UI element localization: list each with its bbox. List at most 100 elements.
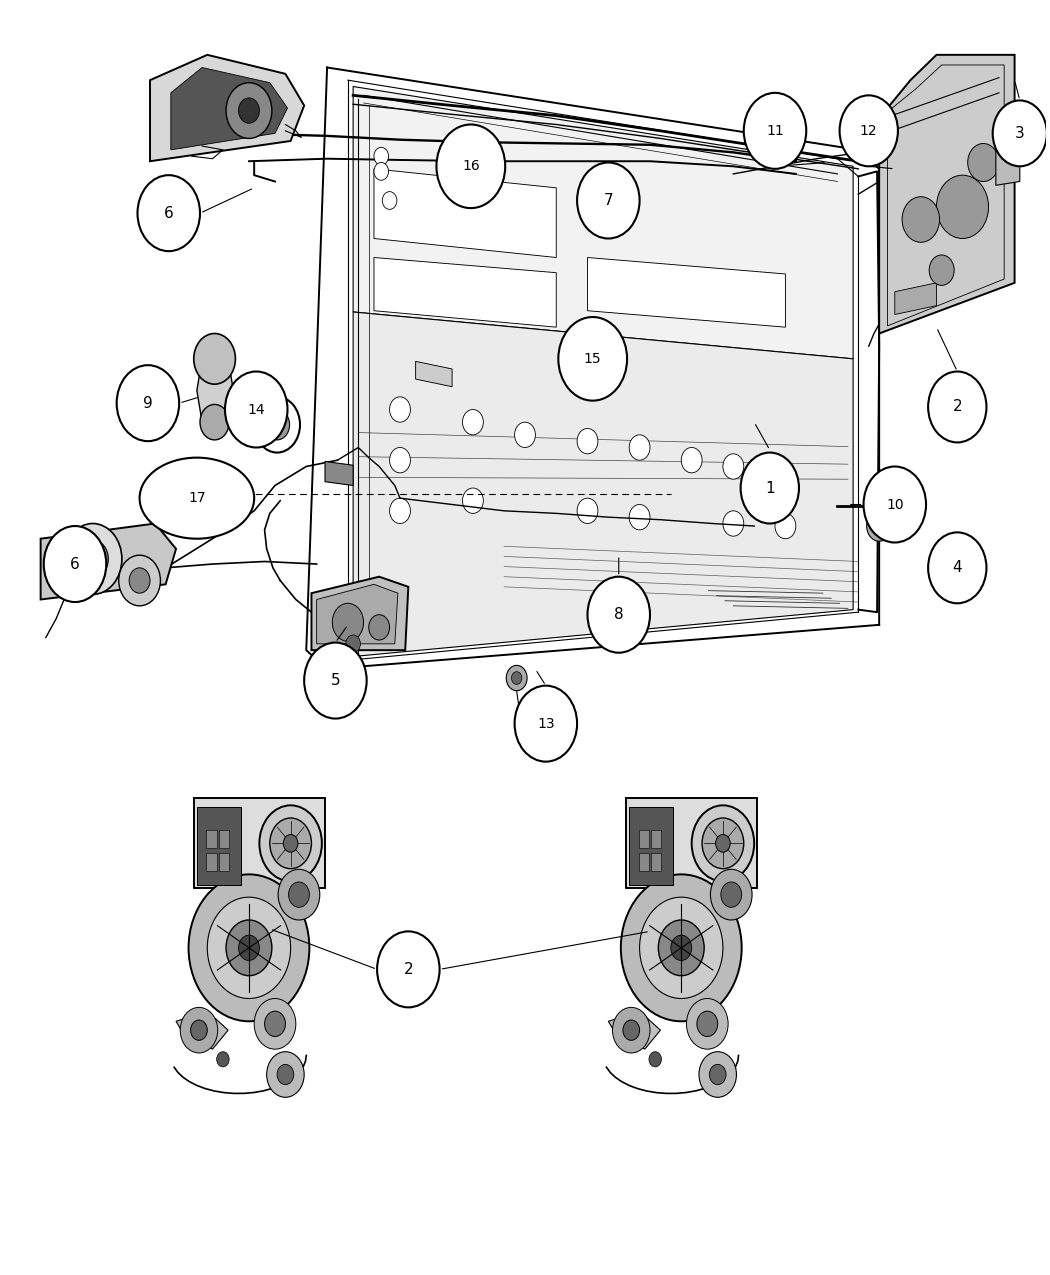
- Circle shape: [992, 101, 1047, 166]
- Text: 15: 15: [584, 352, 602, 366]
- Text: 6: 6: [164, 205, 173, 221]
- Circle shape: [191, 1020, 207, 1040]
- Circle shape: [254, 998, 296, 1049]
- Circle shape: [238, 98, 259, 124]
- Text: 5: 5: [331, 673, 340, 689]
- Polygon shape: [326, 462, 353, 486]
- FancyBboxPatch shape: [651, 830, 662, 848]
- Circle shape: [226, 921, 272, 975]
- Circle shape: [559, 317, 627, 400]
- Circle shape: [64, 524, 122, 594]
- Polygon shape: [196, 358, 233, 422]
- Circle shape: [775, 514, 796, 539]
- Circle shape: [138, 175, 200, 251]
- Circle shape: [265, 1011, 286, 1037]
- Circle shape: [278, 870, 320, 921]
- Text: 3: 3: [1015, 126, 1025, 140]
- Text: 12: 12: [860, 124, 878, 138]
- Polygon shape: [317, 584, 398, 644]
- FancyBboxPatch shape: [196, 807, 240, 885]
- Circle shape: [284, 834, 298, 852]
- Circle shape: [740, 453, 799, 524]
- Polygon shape: [588, 258, 785, 328]
- Circle shape: [687, 998, 728, 1049]
- Circle shape: [332, 603, 363, 641]
- Circle shape: [189, 875, 310, 1021]
- Circle shape: [588, 576, 650, 653]
- FancyBboxPatch shape: [194, 798, 326, 889]
- FancyBboxPatch shape: [638, 853, 649, 871]
- Circle shape: [374, 148, 388, 164]
- Circle shape: [697, 1011, 718, 1037]
- FancyBboxPatch shape: [629, 807, 673, 885]
- Circle shape: [514, 686, 578, 761]
- Circle shape: [119, 555, 161, 606]
- Circle shape: [277, 1065, 294, 1085]
- Text: 10: 10: [886, 497, 904, 511]
- Circle shape: [506, 666, 527, 691]
- Polygon shape: [353, 87, 853, 358]
- Circle shape: [722, 511, 743, 537]
- Circle shape: [711, 870, 752, 921]
- Circle shape: [928, 533, 986, 603]
- Circle shape: [681, 448, 702, 473]
- Circle shape: [194, 334, 235, 384]
- Circle shape: [382, 191, 397, 209]
- Circle shape: [929, 255, 954, 286]
- Polygon shape: [416, 361, 453, 386]
- Polygon shape: [312, 576, 408, 650]
- Circle shape: [44, 527, 106, 602]
- FancyBboxPatch shape: [638, 830, 649, 848]
- Circle shape: [390, 499, 411, 524]
- Circle shape: [710, 1065, 726, 1085]
- FancyBboxPatch shape: [626, 798, 757, 889]
- Circle shape: [864, 495, 883, 518]
- Circle shape: [226, 83, 272, 139]
- Polygon shape: [353, 312, 853, 657]
- FancyBboxPatch shape: [651, 853, 662, 871]
- Text: 13: 13: [537, 717, 554, 731]
- Circle shape: [462, 409, 483, 435]
- Circle shape: [270, 819, 312, 868]
- Circle shape: [863, 467, 926, 542]
- Circle shape: [928, 371, 986, 442]
- Circle shape: [721, 882, 741, 908]
- Circle shape: [743, 93, 806, 168]
- Text: 9: 9: [143, 395, 153, 411]
- Circle shape: [437, 125, 505, 208]
- Ellipse shape: [140, 458, 254, 539]
- Circle shape: [702, 819, 743, 868]
- Polygon shape: [608, 1011, 660, 1049]
- Circle shape: [621, 875, 741, 1021]
- Circle shape: [658, 921, 705, 975]
- Text: 16: 16: [462, 159, 480, 173]
- FancyBboxPatch shape: [206, 853, 216, 871]
- Polygon shape: [374, 258, 556, 328]
- Circle shape: [840, 96, 898, 166]
- Text: 8: 8: [614, 607, 624, 622]
- Polygon shape: [176, 1011, 228, 1049]
- Text: 2: 2: [403, 961, 413, 977]
- Text: 7: 7: [604, 193, 613, 208]
- Polygon shape: [150, 55, 304, 161]
- Circle shape: [629, 435, 650, 460]
- Circle shape: [254, 397, 300, 453]
- Circle shape: [345, 635, 360, 653]
- Circle shape: [216, 1052, 229, 1067]
- Circle shape: [716, 834, 730, 852]
- Circle shape: [722, 454, 743, 479]
- Circle shape: [671, 935, 692, 960]
- Circle shape: [225, 371, 288, 448]
- Text: 14: 14: [248, 403, 265, 417]
- Circle shape: [629, 505, 650, 530]
- Circle shape: [267, 1052, 304, 1098]
- Circle shape: [390, 397, 411, 422]
- Circle shape: [639, 898, 722, 998]
- Circle shape: [649, 1052, 662, 1067]
- Text: 6: 6: [70, 556, 80, 571]
- Circle shape: [462, 488, 483, 514]
- Circle shape: [77, 541, 108, 578]
- Circle shape: [129, 567, 150, 593]
- Circle shape: [207, 898, 291, 998]
- Circle shape: [578, 499, 597, 524]
